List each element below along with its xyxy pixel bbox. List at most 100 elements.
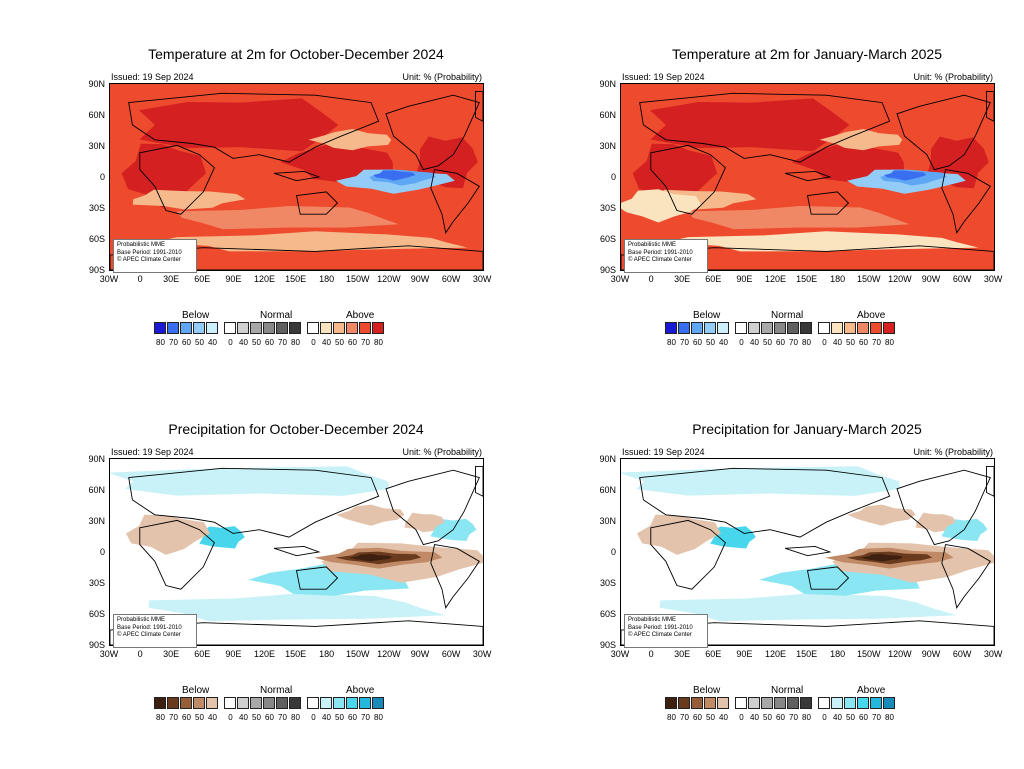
legend-swatches xyxy=(665,697,896,711)
legend-number: 70 xyxy=(278,713,287,722)
lon-label: 60E xyxy=(705,649,722,659)
coastline-indonesia xyxy=(784,170,832,182)
legend-number: 40 xyxy=(322,338,331,347)
coastline-africa xyxy=(139,144,215,215)
lat-label: 60N xyxy=(599,110,616,120)
legend-swatch xyxy=(748,697,760,709)
lon-label: 120E xyxy=(253,274,276,284)
legend-swatch xyxy=(787,697,799,709)
lon-label: 30E xyxy=(674,274,691,284)
anomaly-region xyxy=(659,593,957,622)
legend-swatch xyxy=(704,697,716,709)
legend-swatch xyxy=(180,697,192,709)
model-note: Probabilistic MME Base Period: 1991-2010 ©… xyxy=(113,239,197,273)
legend-number: 40 xyxy=(322,713,331,722)
model-note-line: Base Period: 1991-2010 xyxy=(117,624,182,631)
lon-label: 90W xyxy=(921,649,941,659)
legend-number: 80 xyxy=(802,338,811,347)
lon-label: 150W xyxy=(857,274,881,284)
lon-label: 150W xyxy=(857,649,881,659)
lon-label: 60W xyxy=(441,649,461,659)
issued-date: Issued: 19 Sep 2024 xyxy=(111,72,194,82)
coastline-americasS xyxy=(430,544,480,609)
lat-label: 30N xyxy=(88,141,105,151)
legend-swatch xyxy=(787,322,799,334)
model-note-line: © APEC Climate Center xyxy=(117,632,181,638)
legend-swatch xyxy=(691,697,703,709)
anomaly-region xyxy=(687,206,910,230)
legend-swatch xyxy=(224,322,236,334)
map-panel-temp-jfm: Temperature at 2m for January-March 2025… xyxy=(540,46,1020,376)
anomaly-region xyxy=(404,512,445,533)
map-svg xyxy=(110,459,483,645)
coastline-antarctica xyxy=(110,620,483,645)
legend-swatch xyxy=(320,697,332,709)
lon-label: 60W xyxy=(441,274,461,284)
model-note-line: Base Period: 1991-2010 xyxy=(628,249,693,256)
anomaly-region xyxy=(915,512,956,533)
lon-label: 60E xyxy=(705,274,722,284)
coastline-indonesia xyxy=(273,170,321,182)
legend-number: 70 xyxy=(361,338,370,347)
map-panel-prec-jfm: Precipitation for January-March 2025 Issu… xyxy=(540,421,1020,751)
lon-label: 30E xyxy=(163,649,180,659)
anomaly-region xyxy=(373,170,416,181)
legend-swatch xyxy=(359,697,371,709)
unit-label: Unit: % (Probability) xyxy=(913,72,993,82)
lon-label: 90E xyxy=(225,649,242,659)
legend-swatch xyxy=(346,322,358,334)
coastline-americasN xyxy=(385,469,480,546)
legend-swatch xyxy=(678,697,690,709)
legend-number: 60 xyxy=(776,713,785,722)
model-note: Probabilistic MME Base Period: 1991-2010 ©… xyxy=(624,614,708,648)
anomaly-region xyxy=(336,504,405,526)
lon-label: 90W xyxy=(410,649,430,659)
lon-label: 180 xyxy=(830,649,846,659)
legend-number: 70 xyxy=(680,713,689,722)
lon-label: 30W xyxy=(99,274,119,284)
unit-label: Unit: % (Probability) xyxy=(402,72,482,82)
legend-swatch xyxy=(333,697,345,709)
legend-swatch xyxy=(224,697,236,709)
coastline-americasS xyxy=(430,169,480,234)
lon-label: 120W xyxy=(888,649,912,659)
legend-swatch xyxy=(154,697,166,709)
anomaly-region xyxy=(819,129,903,151)
coastline-eurasia xyxy=(639,467,891,538)
legend-swatch xyxy=(735,322,747,334)
lon-label: 60W xyxy=(952,649,972,659)
lon-label: 60W xyxy=(952,274,972,284)
legend-swatch xyxy=(665,697,677,709)
legend-number: 0 xyxy=(739,713,744,722)
legend-number: 80 xyxy=(291,338,300,347)
lon-label: 30W xyxy=(983,274,1003,284)
coastline-australia xyxy=(806,566,850,590)
anomaly-region xyxy=(665,231,979,252)
legend: Below Normal Above 80 70 60 50 40 0 40 50 60 70 80 0 40… xyxy=(665,685,965,731)
model-note-line: Base Period: 1991-2010 xyxy=(117,249,182,256)
coastline-americasN xyxy=(385,94,480,171)
lon-label: 150E xyxy=(796,274,818,284)
lat-label: 0 xyxy=(610,172,616,182)
map-panel-prec-ond: Precipitation for October-December 2024 I… xyxy=(29,421,509,751)
model-note-line: © APEC Climate Center xyxy=(628,632,692,638)
lon-label: 0 xyxy=(137,649,143,659)
coastline-greenland xyxy=(475,465,483,497)
anomaly-region xyxy=(199,526,245,549)
legend-swatch xyxy=(333,322,345,334)
legend-number: 60 xyxy=(348,713,357,722)
legend-swatch xyxy=(263,697,275,709)
legend-number: 70 xyxy=(789,713,798,722)
legend-swatch xyxy=(691,322,703,334)
coastline-greenland xyxy=(986,465,994,497)
lon-label: 30W xyxy=(983,649,1003,659)
panel-title: Temperature at 2m for January-March 2025 xyxy=(671,46,942,62)
coastline-australia xyxy=(295,566,339,590)
legend-swatch xyxy=(717,322,729,334)
legend-swatch xyxy=(844,322,856,334)
legend-number: 0 xyxy=(228,713,233,722)
legend-number: 40 xyxy=(750,713,759,722)
coastline-antarctica xyxy=(110,245,483,270)
legend-number: 70 xyxy=(680,338,689,347)
lon-label: 60E xyxy=(194,274,211,284)
